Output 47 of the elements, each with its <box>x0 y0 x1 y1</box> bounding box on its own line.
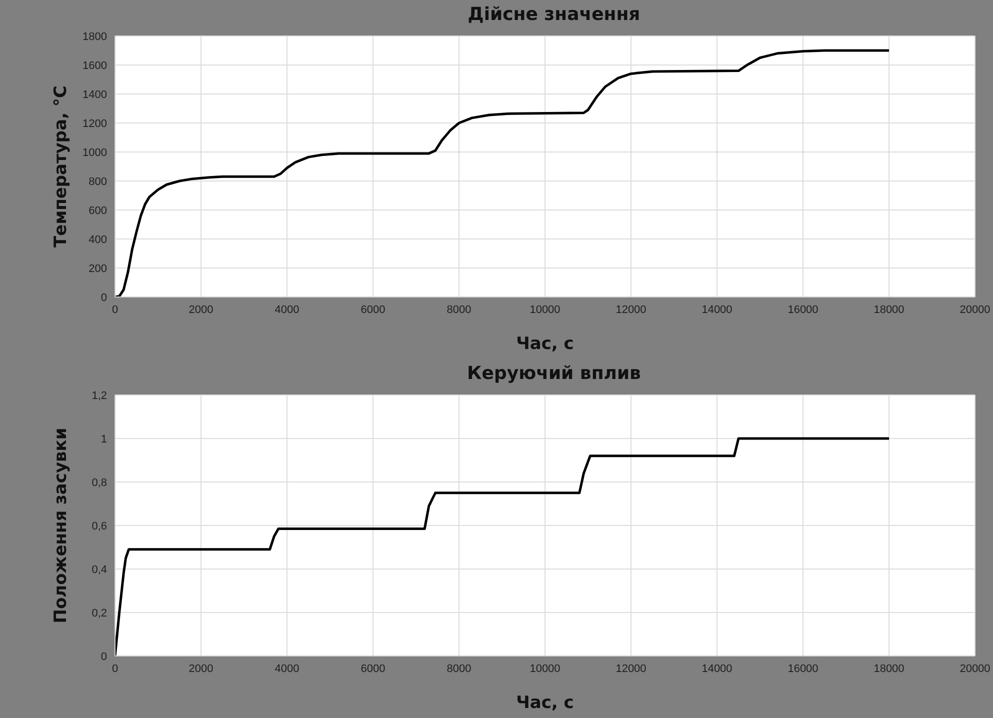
y-tick-label: 200 <box>88 262 107 275</box>
y-tick-label: 1 <box>100 433 107 446</box>
chart-title: Дійсне значення <box>466 4 642 25</box>
y-tick-label: 1,2 <box>92 390 107 402</box>
x-tick-label: 16000 <box>788 304 818 316</box>
x-tick-label: 0 <box>112 304 118 316</box>
y-tick-label: 0,2 <box>92 607 107 620</box>
x-tick-label: 20000 <box>960 304 990 316</box>
y-tick-label: 0,6 <box>92 520 107 532</box>
x-tick-label: 14000 <box>702 304 732 316</box>
chart-title: Керуючий вплив <box>466 363 642 384</box>
y-tick-label: 1200 <box>82 118 107 130</box>
x-tick-label: 20000 <box>960 662 990 675</box>
x-tick-label: 0 <box>112 662 118 675</box>
line-series <box>115 437 890 656</box>
x-axis-title: Час, с <box>516 693 574 713</box>
x-tick-label: 12000 <box>616 304 646 316</box>
y-axis-title: Температура, °C <box>51 86 72 248</box>
y-tick-label: 0 <box>100 292 107 304</box>
x-axis-title: Час, с <box>516 334 574 354</box>
x-tick-label: 8000 <box>446 662 472 675</box>
x-tick-label: 18000 <box>874 304 904 316</box>
y-tick-label: 1000 <box>82 146 107 159</box>
x-tick-label: 2000 <box>188 662 214 675</box>
line-series <box>115 49 890 297</box>
x-tick-label: 4000 <box>274 304 300 316</box>
x-tick-label: 4000 <box>274 662 300 675</box>
y-tick-label: 1400 <box>82 88 107 101</box>
y-tick-label: 0 <box>100 650 107 663</box>
x-tick-label: 2000 <box>188 304 214 316</box>
y-tick-label: 400 <box>88 234 107 246</box>
x-tick-label: 8000 <box>446 304 472 316</box>
y-tick-label: 1800 <box>82 30 107 43</box>
y-tick-label: 1600 <box>82 60 107 72</box>
x-tick-label: 12000 <box>616 662 646 675</box>
x-tick-label: 10000 <box>530 304 560 316</box>
x-tick-label: 18000 <box>874 662 904 675</box>
x-tick-label: 10000 <box>530 662 560 675</box>
x-tick-label: 14000 <box>702 662 732 675</box>
y-tick-label: 0,8 <box>92 476 107 489</box>
y-tick-label: 600 <box>88 204 107 217</box>
y-tick-label: 800 <box>88 176 107 188</box>
x-tick-label: 6000 <box>360 662 386 675</box>
x-tick-label: 6000 <box>360 304 386 316</box>
y-tick-label: 0,4 <box>92 564 107 576</box>
y-axis-title: Положення засувки <box>51 428 72 624</box>
x-tick-label: 16000 <box>788 662 818 675</box>
